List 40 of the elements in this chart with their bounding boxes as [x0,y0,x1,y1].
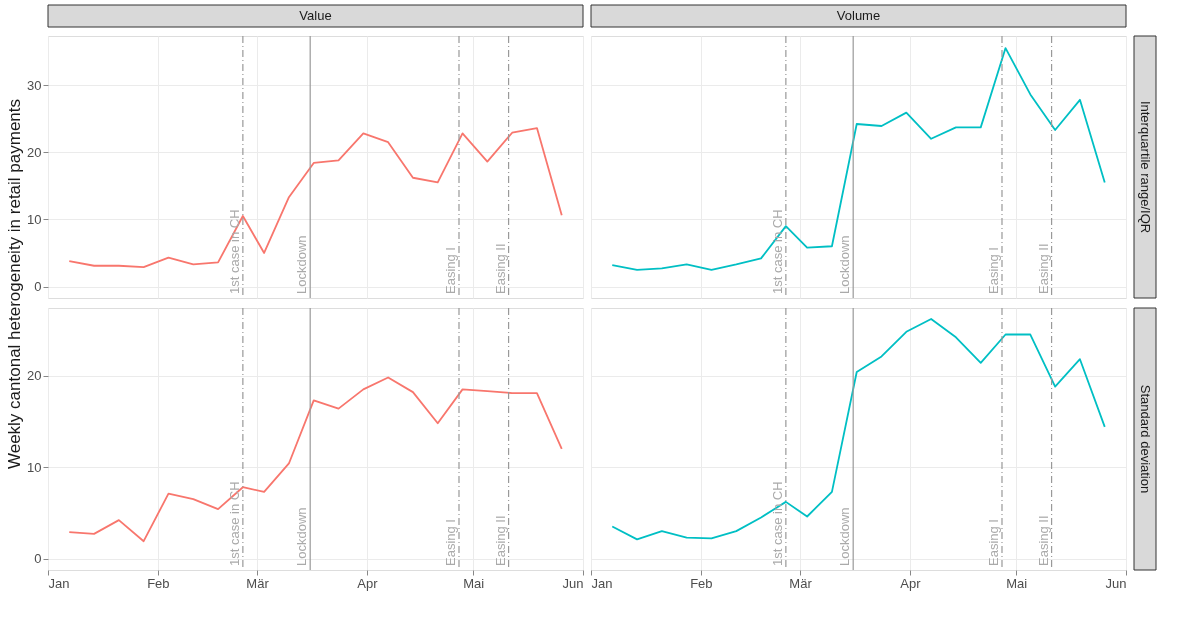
x-tick-label: Apr [900,575,922,591]
x-tick-label: Apr [357,575,379,591]
ref-line-label: Easing II [1035,515,1051,566]
ref-line-label: 1st case in CH [226,481,242,566]
ref-line-label: Easing I [985,247,1001,294]
x-tick-label: Mai [1006,575,1028,591]
x-tick-label: Jan [48,575,70,591]
ref-line-label: 1st case in CH [769,481,785,566]
ref-line-label: Easing II [1035,243,1051,294]
ref-line-label: Easing II [492,515,508,566]
ref-line-label: 1st case in CH [226,209,242,294]
chart-title: Value [299,8,332,23]
y-axis-title: Weekly cantonal heterogeneity in retail payments [5,98,24,470]
ref-line-label: Lockdown [294,235,310,294]
ref-line-label: Easing I [442,247,458,294]
x-tick-label: Jun [1105,575,1127,591]
y-tick-label: 20 [27,144,42,160]
y-tick-label: 10 [27,211,42,227]
x-tick-label: Mär [789,575,813,591]
y2-axis-title: Standard deviation [1138,384,1153,494]
ref-line-label: Lockdown [837,235,853,294]
x-tick-label: Jun [562,575,584,591]
x-tick-label: Feb [690,575,713,591]
x-tick-label: Jan [591,575,613,591]
ref-line-label: 1st case in CH [769,209,785,294]
y-tick-label: 20 [27,368,42,384]
ref-line-label: Easing I [442,519,458,566]
x-tick-label: Feb [147,575,170,591]
chart-title: Volume [836,8,881,23]
y-tick-label: 0 [34,279,42,295]
ref-line-label: Lockdown [837,507,853,566]
y-tick-label: 30 [27,77,42,93]
y2-axis-title: Interquartile range/IQR [1138,100,1153,234]
x-tick-label: Mär [246,575,270,591]
ref-line-label: Easing II [492,243,508,294]
ref-line-label: Easing I [985,519,1001,566]
x-tick-label: Mai [463,575,485,591]
y-tick-label: 10 [27,459,42,475]
y-tick-label: 0 [34,551,42,567]
ref-line-label: Lockdown [294,507,310,566]
